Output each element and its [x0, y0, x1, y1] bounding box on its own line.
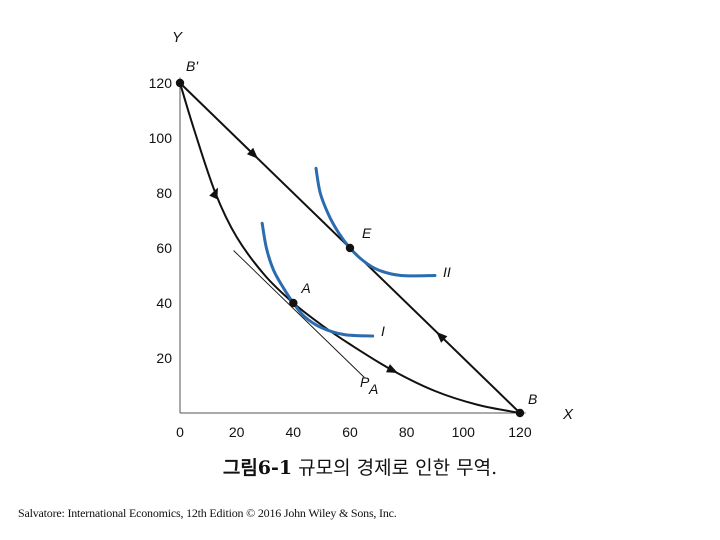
y-axis-label: Y	[172, 29, 183, 46]
y-tick-label: 60	[156, 240, 172, 256]
frontier-arrow-down	[386, 364, 398, 373]
indifference-curve-line	[260, 221, 375, 338]
x-tick-label: 120	[508, 424, 532, 440]
x-tick-label: 0	[176, 424, 184, 440]
frontier-arrow-up	[209, 187, 218, 200]
point-Bprime	[175, 78, 185, 88]
price-line-line	[233, 250, 365, 378]
x-axis-label: X	[562, 406, 574, 423]
trade-arrow-down	[246, 147, 258, 159]
point-E	[345, 243, 355, 253]
figure-number: 그림6-1	[222, 457, 293, 479]
point-A	[289, 298, 298, 308]
footer-citation: Salvatore: International Economics, 12th…	[18, 506, 397, 520]
curve-label-PA-subscript: A	[368, 381, 378, 397]
figure-title: 규모의 경제로 인한 무역.	[292, 457, 498, 479]
point-label: A	[300, 280, 310, 296]
indifference-curve-line	[314, 166, 437, 278]
point-label: B	[528, 391, 537, 407]
y-tick-label: 80	[156, 185, 172, 201]
x-tick-label: 100	[452, 424, 476, 440]
trade-arrow-up	[436, 331, 448, 343]
point-label: E	[362, 225, 372, 241]
curve-label-II: II	[443, 264, 451, 280]
production-frontier-line	[179, 82, 521, 414]
figure-caption: 그림6-1 규모의 경제로 인한 무역.	[0, 453, 720, 480]
y-tick-label: 40	[156, 295, 172, 311]
x-tick-label: 60	[342, 424, 358, 440]
x-tick-label: 80	[399, 424, 415, 440]
x-tick-label: 20	[229, 424, 245, 440]
point-label: B'	[186, 58, 199, 74]
curve-label-PA: P	[360, 374, 370, 390]
y-tick-label: 100	[149, 130, 173, 146]
x-tick-label: 40	[286, 424, 302, 440]
point-B	[515, 408, 525, 418]
y-tick-label: 20	[156, 350, 172, 366]
curve-label-I: I	[381, 323, 385, 339]
y-tick-label: 120	[149, 75, 173, 91]
